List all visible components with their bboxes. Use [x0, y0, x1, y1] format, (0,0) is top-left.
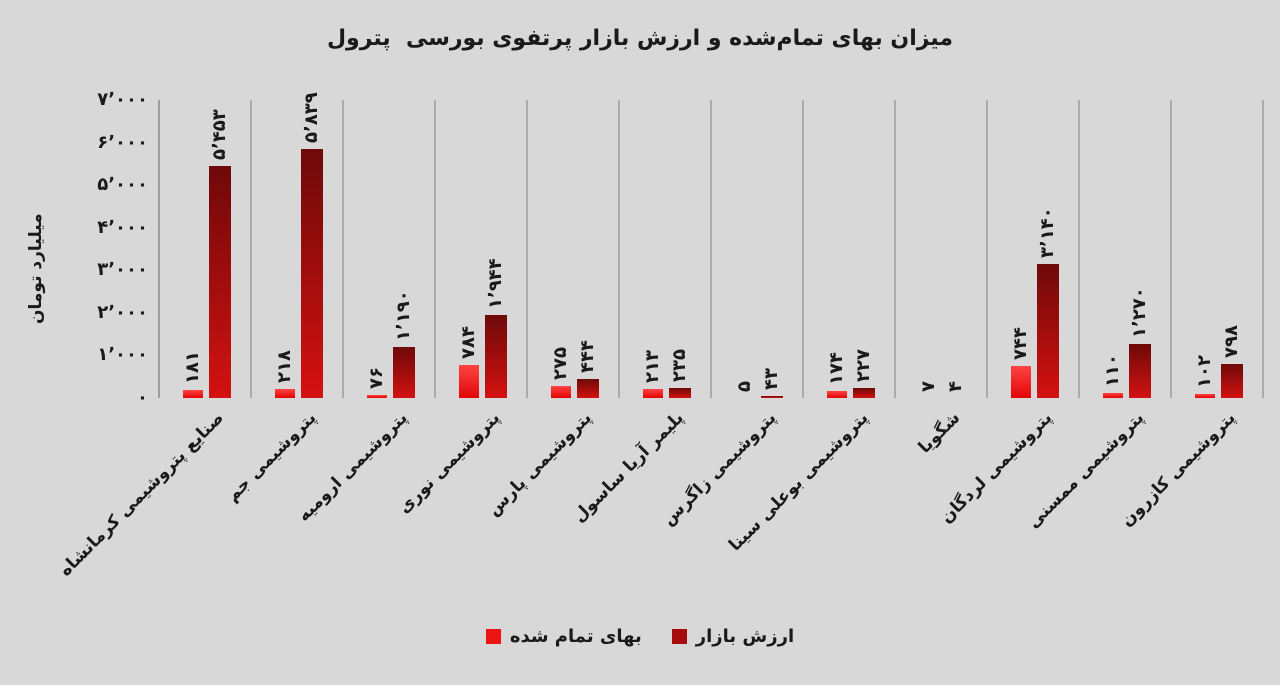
- bar-value-label: ۲۷۵: [550, 347, 571, 381]
- bar-value-label: ۱۱۰: [1102, 354, 1123, 388]
- bar-cost: [551, 386, 571, 398]
- ytick-label: ۷٬۰۰۰: [97, 89, 148, 110]
- bar-value-label: ۷۴۴: [1010, 327, 1031, 361]
- bar-market-value: [1037, 264, 1059, 398]
- bar-cost: [827, 390, 847, 398]
- bar-value-label: ۱۷۴: [826, 351, 847, 385]
- category-cell: ۷۶ ۱٬۱۹۰: [344, 100, 436, 398]
- category-cell: ۱۱۰ ۱٬۲۷۰: [1080, 100, 1172, 398]
- bar-cost: [1011, 366, 1031, 398]
- legend-swatch-icon: [671, 629, 687, 644]
- bar-cost: [275, 388, 295, 398]
- bar-cost: [183, 390, 203, 398]
- ytick-label: ۴٬۰۰۰: [97, 216, 148, 238]
- bar-cost: [1103, 393, 1123, 398]
- legend-label: ارزش بازار: [695, 626, 795, 647]
- bar-market-value: [209, 165, 231, 398]
- ytick-label: ۰: [137, 387, 148, 408]
- bar-market-value: [669, 388, 691, 398]
- category-cell: ۱۸۱ ۵٬۴۵۳: [160, 100, 252, 398]
- legend-item-cost: بهای تمام شده: [485, 626, 642, 647]
- legend-swatch-icon: [485, 629, 501, 644]
- bar-value-label: ۱٬۲۷۰: [1129, 287, 1150, 338]
- chart-title: میزان بهای تمام‌شده و ارزش بازار پرتفوی …: [326, 26, 954, 51]
- category-label-text: شگویا: [914, 408, 965, 458]
- bar-value-label: ۲۳۵: [669, 349, 690, 382]
- ytick-label: ۱٬۰۰۰: [97, 344, 148, 366]
- bar-value-label: ۷۹۸: [1221, 325, 1242, 359]
- category-cell: ۲۱۳ ۲۳۵: [620, 100, 712, 398]
- bar-value-label: ۳٬۱۴۰: [1037, 207, 1058, 259]
- bar-value-label: ۴۴۴: [577, 340, 598, 374]
- bar-market-value: [761, 396, 783, 398]
- bar-value-label: ۱٬۱۹۰: [393, 290, 414, 342]
- category-cell: ۲۱۸ ۵٬۸۳۹: [252, 93, 344, 398]
- bar-value-label: ۴: [945, 380, 966, 392]
- bar-value-label: ۲۱۳: [642, 349, 663, 383]
- ytick-label: ۵٬۰۰۰: [97, 174, 148, 196]
- bar-value-label: ۷۸۴: [458, 325, 479, 359]
- plot-area: ۱۸۱ ۵٬۴۵۳ ۲۱۸ ۵٬۸۳۹ ۷۶ ۱٬۱۹۰ ۷۸۴ ۱٬۹۴۴ ۲۷۵ ۴۴۴ ۲۱۳…: [158, 93, 1264, 398]
- bar-cost: [459, 364, 479, 398]
- bar-market-value: [1129, 343, 1151, 398]
- bar-market-value: [485, 315, 507, 398]
- bar-value-label: ۴۳: [761, 368, 782, 391]
- category-cell: ۱۰۲ ۷۹۸: [1172, 100, 1264, 398]
- bar-value-label: ۱٬۹۴۴: [485, 258, 506, 310]
- bar-value-label: ۱۰۲: [1194, 354, 1215, 388]
- category-cell: ۷۴۴ ۳٬۱۴۰: [988, 100, 1080, 398]
- bar-market-value: [393, 347, 415, 398]
- bar-market-value: [577, 379, 599, 398]
- bar-value-label: ۱۸۱: [182, 351, 203, 385]
- bar-market-value: [853, 388, 875, 398]
- category-label-text: پتروشیمی جم: [222, 408, 321, 506]
- legend-label: بهای تمام شده: [509, 626, 642, 647]
- ytick-label: ۳٬۰۰۰: [97, 259, 148, 281]
- legend-item-market-value: ارزش بازار: [671, 626, 795, 647]
- bar-value-label: ۲۲۷: [853, 349, 874, 383]
- bar-value-label: ۵: [734, 380, 755, 392]
- bar-cost: [1195, 393, 1215, 398]
- category-cell: ۷۸۴ ۱٬۹۴۴: [436, 100, 528, 398]
- bar-value-label: ۵٬۸۳۹: [301, 92, 322, 144]
- bar-cost: [643, 388, 663, 398]
- bar-value-label: ۵٬۴۵۳: [209, 109, 230, 160]
- bar-value-label: ۷: [918, 380, 939, 392]
- bar-market-value: [301, 149, 323, 398]
- bar-market-value: [1221, 364, 1243, 398]
- bar-value-label: ۷۶: [366, 366, 387, 389]
- ytick-label: ۶٬۰۰۰: [97, 131, 148, 153]
- ytick-label: ۲٬۰۰۰: [97, 301, 148, 323]
- category-cell: ۵ ۴۳: [712, 100, 804, 398]
- bar-cost: [367, 394, 387, 398]
- category-label-text: صنایع پتروشیمی کرمانشاه: [55, 408, 229, 581]
- bar-value-label: ۲۱۸: [274, 349, 295, 383]
- category-cell: ۲۷۵ ۴۴۴: [528, 100, 620, 398]
- legend: بهای تمام شده ارزش بازار: [0, 626, 1280, 647]
- category-cell: ۱۷۴ ۲۲۷: [804, 100, 896, 398]
